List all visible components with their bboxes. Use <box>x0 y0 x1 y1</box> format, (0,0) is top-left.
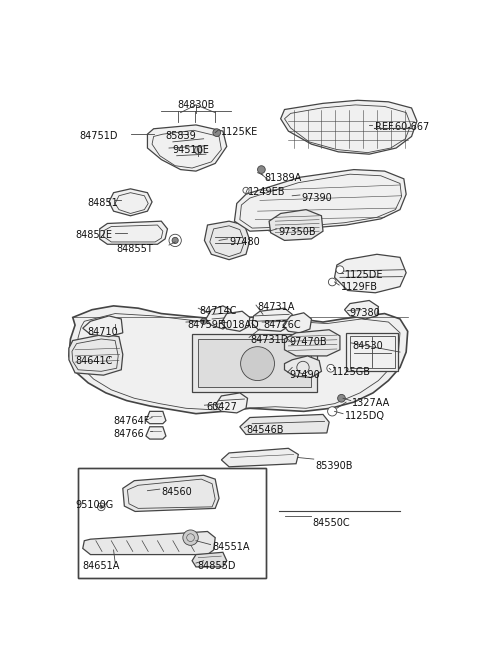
Circle shape <box>243 188 249 194</box>
Circle shape <box>328 278 336 286</box>
Text: 84550C: 84550C <box>312 518 350 527</box>
Text: 84560: 84560 <box>161 487 192 497</box>
Polygon shape <box>69 335 123 375</box>
Text: 84714C: 84714C <box>200 306 237 316</box>
Circle shape <box>240 346 275 380</box>
Bar <box>198 339 311 388</box>
Text: 84766: 84766 <box>114 429 144 439</box>
Text: 85390B: 85390B <box>315 461 353 470</box>
Text: 84551A: 84551A <box>212 543 250 552</box>
Text: 84851: 84851 <box>87 198 118 208</box>
Bar <box>350 336 395 368</box>
Circle shape <box>100 505 103 508</box>
Polygon shape <box>335 255 406 293</box>
Text: 95100G: 95100G <box>75 500 113 510</box>
Text: 1327AA: 1327AA <box>352 398 391 408</box>
Polygon shape <box>146 411 166 424</box>
Text: 84710: 84710 <box>87 327 118 337</box>
Text: 84651A: 84651A <box>83 561 120 571</box>
Text: 1125DQ: 1125DQ <box>345 411 384 421</box>
Text: 97490: 97490 <box>289 370 320 380</box>
Polygon shape <box>69 306 408 414</box>
Circle shape <box>97 503 105 510</box>
Text: 84546B: 84546B <box>246 425 284 435</box>
Circle shape <box>336 266 344 274</box>
Bar <box>192 335 317 392</box>
Text: 1125DE: 1125DE <box>345 270 383 279</box>
Text: 97380: 97380 <box>349 308 380 318</box>
Text: 1018AD: 1018AD <box>221 319 260 330</box>
Text: 97390: 97390 <box>301 193 332 203</box>
Polygon shape <box>123 475 219 512</box>
Text: 97470B: 97470B <box>289 337 327 346</box>
Text: 60427: 60427 <box>206 402 237 412</box>
Polygon shape <box>283 313 312 333</box>
Polygon shape <box>147 125 227 171</box>
Polygon shape <box>109 189 152 216</box>
Circle shape <box>172 237 178 243</box>
Text: 84751D: 84751D <box>79 131 118 141</box>
Text: 84855D: 84855D <box>197 561 236 571</box>
Polygon shape <box>278 182 319 206</box>
Polygon shape <box>234 170 406 231</box>
Text: 84641C: 84641C <box>75 356 112 366</box>
Circle shape <box>194 146 202 154</box>
Text: 1249EB: 1249EB <box>248 186 286 197</box>
Circle shape <box>328 407 337 416</box>
Text: 84726C: 84726C <box>264 319 301 330</box>
Circle shape <box>169 234 181 247</box>
Polygon shape <box>100 221 168 244</box>
Text: 84530: 84530 <box>352 340 383 350</box>
Polygon shape <box>83 531 215 554</box>
Polygon shape <box>146 427 166 439</box>
Text: 84731D: 84731D <box>251 335 289 345</box>
Text: 84830B: 84830B <box>177 100 215 110</box>
Text: 84855T: 84855T <box>117 243 154 253</box>
Bar <box>78 468 266 578</box>
Text: 97480: 97480 <box>229 237 260 247</box>
Text: 1125KE: 1125KE <box>221 127 259 137</box>
Text: 94510E: 94510E <box>172 145 209 155</box>
Text: REF.60-667: REF.60-667 <box>375 122 430 132</box>
Circle shape <box>201 318 207 324</box>
Polygon shape <box>240 415 329 434</box>
Polygon shape <box>215 393 248 413</box>
Circle shape <box>213 129 221 136</box>
Text: 81389A: 81389A <box>264 173 302 182</box>
Circle shape <box>183 530 198 545</box>
Polygon shape <box>192 552 227 567</box>
Polygon shape <box>269 210 323 240</box>
Circle shape <box>337 394 345 402</box>
Polygon shape <box>281 100 417 154</box>
Polygon shape <box>221 311 250 331</box>
Polygon shape <box>285 330 340 356</box>
Polygon shape <box>206 306 232 329</box>
Circle shape <box>258 166 265 173</box>
Polygon shape <box>345 300 378 319</box>
Text: 84764F: 84764F <box>114 416 150 426</box>
Text: 84731A: 84731A <box>258 302 295 312</box>
Polygon shape <box>83 316 123 337</box>
Text: 1129FB: 1129FB <box>341 282 378 292</box>
Circle shape <box>327 364 335 372</box>
Text: 84759F: 84759F <box>188 319 224 330</box>
Bar <box>346 333 398 371</box>
Polygon shape <box>221 448 299 467</box>
Text: 85839: 85839 <box>165 131 196 141</box>
Polygon shape <box>204 221 250 260</box>
Text: 84852E: 84852E <box>75 230 112 239</box>
Text: 97350B: 97350B <box>278 226 316 237</box>
Polygon shape <box>252 308 292 331</box>
Text: 1125GB: 1125GB <box>332 367 371 377</box>
Bar <box>78 468 266 578</box>
Polygon shape <box>285 356 322 377</box>
